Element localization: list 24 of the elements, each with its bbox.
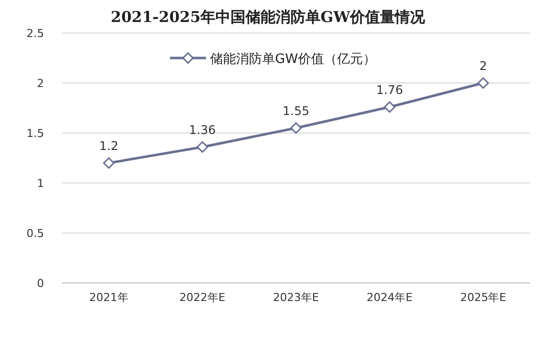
legend-label: 储能消防单GW价值（亿元）: [210, 52, 376, 67]
y-tick-label: 1: [37, 177, 44, 190]
x-tick-label: 2023年E: [273, 291, 320, 304]
x-tick-label: 2022年E: [179, 291, 226, 304]
data-label: 1.36: [189, 123, 216, 137]
y-tick-label: 2.5: [26, 27, 44, 40]
y-tick-label: 0: [37, 277, 44, 290]
data-label: 1.76: [376, 83, 403, 97]
data-label: 1.55: [282, 104, 310, 118]
point: [384, 101, 396, 113]
point: [103, 157, 115, 169]
x-tick-label: 2024年E: [366, 291, 413, 304]
x-tick-label: 2025年E: [460, 291, 506, 304]
data-label: 1.2: [99, 139, 118, 153]
point: [477, 77, 489, 89]
point: [196, 141, 208, 153]
legend: 储能消防单GW价值（亿元）: [170, 52, 376, 67]
y-tick-label: 2: [37, 77, 44, 90]
chart-title: 2021-2025年中国储能消防单GW价值量情况: [110, 8, 426, 26]
y-tick-label: 1.5: [26, 127, 44, 140]
point: [290, 122, 302, 134]
x-tick-label: 2021年: [89, 291, 128, 304]
data-label: 2: [479, 59, 488, 73]
y-tick-label: 0.5: [26, 227, 44, 240]
